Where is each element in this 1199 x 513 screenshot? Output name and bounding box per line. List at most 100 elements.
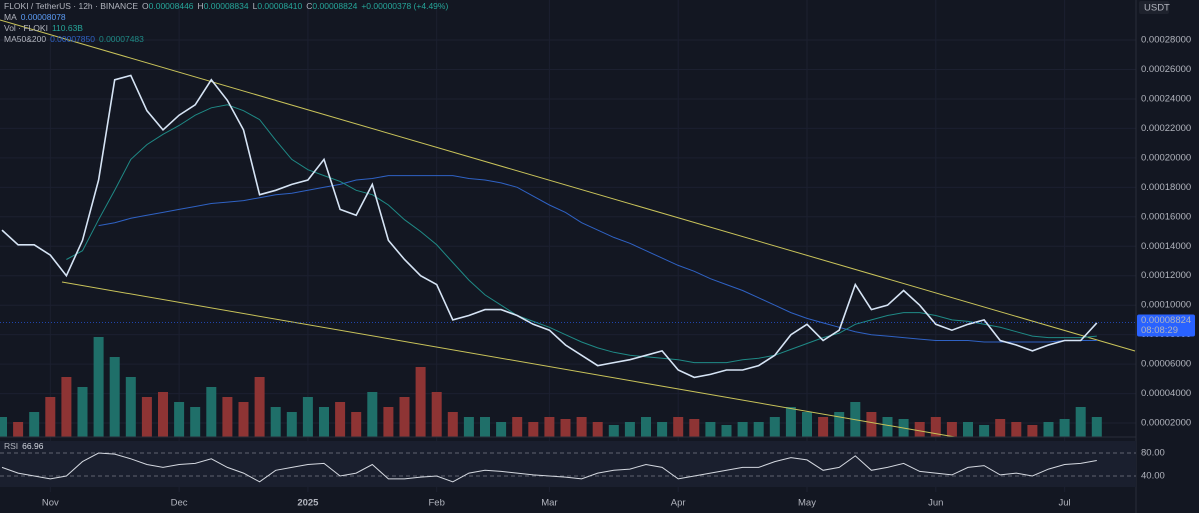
volume-bar [882,417,893,437]
volume-bar [544,417,555,437]
y-tick-label: 0.00012000 [1141,270,1191,281]
currency-box [1139,1,1169,14]
volume-bar [866,412,877,437]
y-tick-label: 0.00022000 [1141,123,1191,134]
y-tick-label: 0.00024000 [1141,93,1191,104]
symbol-title: FLOKI / TetherUS · 12h · BINANCE O0.00008… [4,1,448,11]
volume-bar [125,377,136,437]
x-tick-label: May [798,498,816,509]
volume-bar [995,419,1006,437]
volume-bar [383,407,394,437]
volume-bar [657,422,668,437]
ma-line [98,175,1097,343]
volume-bar [1043,422,1054,437]
ma-value: 0.00008078 [21,12,66,22]
title: FLOKI / TetherUS · 12h · BINANCE [4,1,138,11]
volume-bar [512,417,523,437]
volume-bar [1027,425,1038,437]
y-tick-label: 0.00018000 [1141,182,1191,193]
ohlc-key: O [142,1,149,11]
volume-bar [721,425,732,437]
y-tick-label: 0.00004000 [1141,388,1191,399]
x-tick-label: Apr [671,498,686,509]
volume-bar [963,422,973,437]
volume-bar [0,417,7,437]
volume-bar [302,397,313,437]
volume-bar [13,422,24,437]
volume-bar [673,417,684,437]
volume-bar [608,425,619,437]
volume-bar [624,422,635,437]
volume-bar [174,402,185,437]
ohlc-value: 0.00008834 [204,1,249,11]
volume-bar [158,392,168,437]
change: +0.00000378 (+4.49%) [361,1,448,11]
x-tick-label: Jul [1059,498,1071,509]
ma50200-legend: MA50&200 0.00007850 0.00007483 [4,34,144,44]
volume-bar [641,417,651,437]
volume-bar [319,407,329,437]
volume-bar [753,422,764,437]
price-pane [0,19,1136,437]
y-tick-label: 0.00028000 [1141,35,1191,46]
volume-bar [45,397,56,437]
price-line [1,74,1098,379]
volume-bar [1059,419,1070,437]
volume-bar [415,367,426,437]
volume-bar [834,412,845,437]
ma-legend: MA 0.00008078 [4,12,66,22]
y-tick-label: 0.00014000 [1141,241,1191,252]
volume-bar [206,387,217,437]
rsi-band [0,441,1136,487]
y-tick-label: 0.00026000 [1141,64,1191,75]
trendline-lower [61,281,956,437]
ohlc-key: H [198,1,204,11]
rsi-tick-label: 40.00 [1141,471,1165,482]
volume-bar [528,422,539,437]
countdown: 08:08:29 [1141,325,1178,336]
ohlc-value: 0.00008446 [149,1,194,11]
rsi-value: 66.96 [22,441,44,451]
volume-bar [463,417,474,437]
volume-bar [705,422,716,437]
ohlc-value: 0.00008824 [312,1,357,11]
y-tick-label: 0.00016000 [1141,211,1191,222]
ohlc: O0.00008446 H0.00008834 L0.00008410 C0.0000… [142,1,358,11]
rsi-legend: RSI 66.96 [4,441,44,451]
volume-bar [254,377,265,437]
volume-bar [818,417,829,437]
volume-bar [930,417,941,437]
volume-bar [914,422,925,437]
ohlc-key: L [253,1,258,11]
price-tag-box [1137,314,1195,337]
ma50-value: 0.00007850 [50,34,95,44]
x-tick-label: 2025 [297,498,319,509]
vol-value: 110.63B [52,23,83,33]
volume-bar [109,357,120,437]
vol-legend: Vol · FLOKI 110.63B [4,23,83,33]
ohlc-value: 0.00008410 [257,1,302,11]
volume-bar [496,422,507,437]
volume-bar [238,402,249,437]
volume-bar [286,412,297,437]
volume-bar [1011,422,1022,437]
x-tick-label: Feb [429,498,445,509]
volume-bar [946,422,957,437]
volume-bar [480,417,490,437]
volume-bar [560,419,571,437]
volume-bar [592,422,603,437]
rsi-label: RSI [4,441,18,451]
x-tick-label: Dec [171,498,188,509]
ma-line [66,104,1097,364]
header: FLOKI / TetherUS · 12h · BINANCE O0.00008… [4,1,448,451]
volume-bar [29,412,40,437]
volume-bar [1075,407,1086,437]
volume-bar [399,397,410,437]
y-tick-label: 0.00010000 [1141,300,1191,311]
volume-bar [689,419,700,437]
volume-bar [737,422,748,437]
volume-bar [367,392,378,437]
x-tick-label: Mar [541,498,557,509]
price-tag: 0.00008824 [1141,315,1191,326]
